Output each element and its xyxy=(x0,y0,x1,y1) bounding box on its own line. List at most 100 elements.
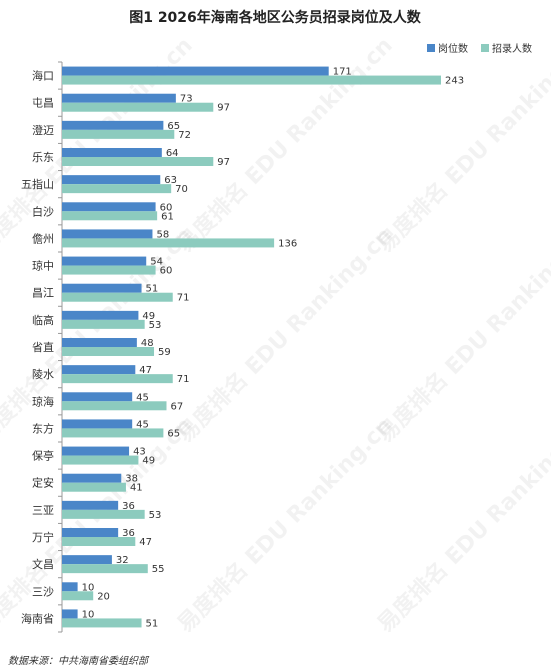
category-label: 定安 xyxy=(32,476,54,490)
bar-recruits xyxy=(62,482,126,492)
bar-recruits xyxy=(62,184,172,194)
category-label: 屯昌 xyxy=(32,97,54,110)
data-label: 47 xyxy=(139,365,152,376)
category-label: 东方 xyxy=(32,421,54,435)
bar-recruits xyxy=(62,129,175,139)
watermark-text: 易度排名 EDU Ranking.cn xyxy=(372,222,551,447)
data-label: 41 xyxy=(130,483,143,494)
data-label: 10 xyxy=(82,582,95,593)
data-label: 45 xyxy=(136,419,149,430)
watermark-text: 易度排名 EDU Ranking.cn xyxy=(0,412,198,637)
data-label: 45 xyxy=(136,392,149,403)
category-label: 五指山 xyxy=(21,177,54,191)
data-label: 63 xyxy=(164,175,177,186)
bar-positions xyxy=(62,365,136,375)
bar-positions xyxy=(62,582,78,592)
data-label: 70 xyxy=(175,184,188,195)
bar-positions xyxy=(62,120,164,130)
chart-title: 图1 2026年海南各地区公务员招录岗位及人数 xyxy=(129,9,422,26)
legend-label: 岗位数 xyxy=(438,42,468,55)
bar-positions xyxy=(62,283,142,293)
bar-positions xyxy=(62,310,139,320)
source-note: 数据来源：中共海南省委组织部 xyxy=(8,655,150,667)
legend-swatch xyxy=(427,44,435,52)
data-label: 47 xyxy=(139,537,152,548)
bar-positions xyxy=(62,419,133,429)
watermark-text: 易度排名 EDU Ranking.cn xyxy=(172,32,397,257)
watermark-text: 易度排名 EDU Ranking.cn xyxy=(172,222,397,447)
category-label: 昌江 xyxy=(32,287,54,300)
category-label: 临高 xyxy=(32,313,54,327)
watermark-text: 易度排名 EDU Ranking.cn xyxy=(0,32,198,257)
watermark-text: 易度排名 EDU Ranking.cn xyxy=(0,222,198,447)
bar-positions xyxy=(62,446,130,456)
category-label: 保亭 xyxy=(32,449,54,463)
data-label: 49 xyxy=(142,311,155,322)
bar-recruits xyxy=(62,238,275,248)
bar-recruits xyxy=(62,509,145,519)
data-label: 59 xyxy=(158,347,171,358)
data-label: 64 xyxy=(166,148,179,159)
category-label: 琼海 xyxy=(32,394,54,408)
data-label: 97 xyxy=(217,157,230,168)
data-label: 55 xyxy=(152,564,165,575)
category-label: 澄迈 xyxy=(32,123,54,137)
category-label: 白沙 xyxy=(32,204,54,218)
data-label: 171 xyxy=(333,67,352,78)
data-label: 43 xyxy=(133,447,146,458)
bar-recruits xyxy=(62,319,145,329)
bar-positions xyxy=(62,473,122,483)
data-label: 51 xyxy=(146,618,159,629)
bar-positions xyxy=(62,528,119,537)
data-label: 54 xyxy=(150,257,163,268)
data-label: 53 xyxy=(149,510,162,521)
category-label: 海南省 xyxy=(21,611,54,625)
data-label: 49 xyxy=(142,456,155,467)
bar-recruits xyxy=(62,292,173,302)
bar-positions xyxy=(62,392,133,402)
bar-recruits xyxy=(62,265,156,275)
category-label: 陵水 xyxy=(32,368,54,381)
bar-recruits xyxy=(62,347,155,356)
watermark-text: 易度排名 EDU Ranking.cn xyxy=(372,412,551,637)
bar-positions xyxy=(62,609,78,619)
data-label: 60 xyxy=(160,202,173,213)
data-label: 48 xyxy=(141,338,154,349)
bar-recruits xyxy=(62,564,148,574)
bar-recruits xyxy=(62,211,158,221)
category-label: 文昌 xyxy=(32,557,54,571)
data-label: 51 xyxy=(146,284,159,295)
data-label: 71 xyxy=(177,293,190,304)
bar-positions xyxy=(62,202,156,212)
bar-positions xyxy=(62,93,176,103)
data-label: 36 xyxy=(122,528,135,539)
data-label: 32 xyxy=(116,555,129,566)
data-label: 65 xyxy=(167,428,180,439)
category-label: 海口 xyxy=(32,69,54,83)
bar-positions xyxy=(62,66,329,76)
bar-recruits xyxy=(62,374,173,384)
bar-recruits xyxy=(62,591,94,601)
data-label: 65 xyxy=(167,121,180,132)
legend: 岗位数 招录人数 xyxy=(427,42,532,55)
bar-recruits xyxy=(62,537,136,546)
data-label: 61 xyxy=(161,211,174,222)
watermark-text: 易度排名 EDU Ranking.cn xyxy=(372,32,551,257)
bar-positions xyxy=(62,555,112,565)
data-label: 97 xyxy=(217,103,230,114)
data-label: 73 xyxy=(180,94,193,105)
bar-positions xyxy=(62,148,162,157)
bar-recruits xyxy=(62,401,167,411)
bar-recruits xyxy=(62,428,164,438)
watermark-text: 易度排名 EDU Ranking.cn xyxy=(172,412,397,637)
category-label: 三沙 xyxy=(32,585,54,598)
category-label: 三亚 xyxy=(32,504,54,517)
data-label: 136 xyxy=(278,238,297,249)
legend-swatch xyxy=(481,44,489,52)
bar-recruits xyxy=(62,157,214,166)
bar-positions xyxy=(62,500,119,510)
category-label: 万宁 xyxy=(32,530,54,544)
category-label: 省直 xyxy=(32,340,54,354)
data-label: 71 xyxy=(177,374,190,385)
